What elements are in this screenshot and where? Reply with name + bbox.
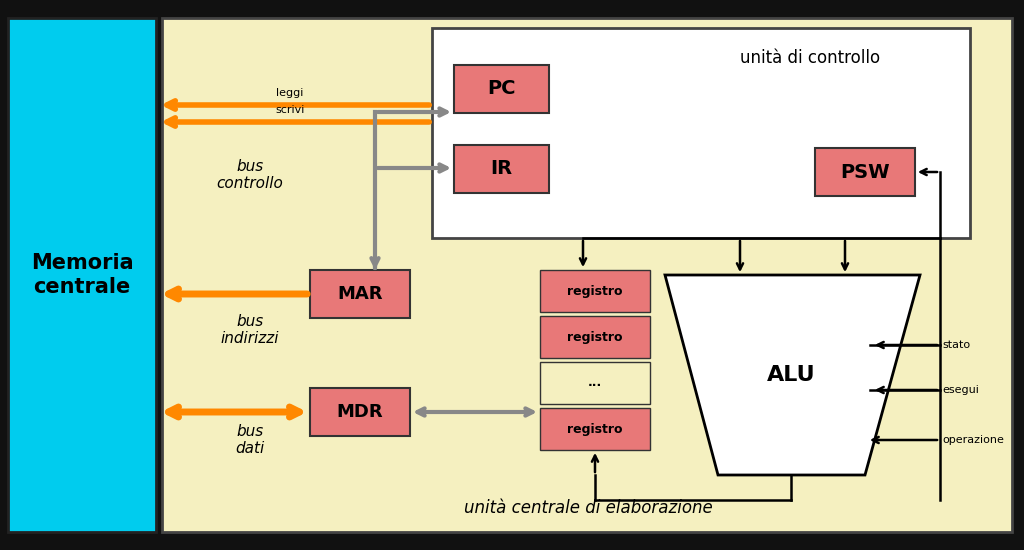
Text: bus
controllo: bus controllo — [216, 159, 284, 191]
Bar — [162, 18, 1012, 532]
Bar — [8, 18, 156, 532]
Bar — [540, 316, 650, 358]
Text: scrivi: scrivi — [275, 105, 305, 115]
Polygon shape — [665, 275, 920, 475]
Text: registro: registro — [567, 331, 623, 344]
Text: stato: stato — [942, 340, 970, 350]
Bar — [310, 270, 410, 318]
Bar — [454, 65, 549, 113]
Text: ...: ... — [588, 377, 602, 389]
Text: operazione: operazione — [942, 435, 1004, 445]
Text: bus
indirizzi: bus indirizzi — [221, 314, 280, 346]
Bar — [540, 270, 650, 312]
Text: ALU: ALU — [767, 365, 815, 385]
Text: MDR: MDR — [337, 403, 383, 421]
Text: registro: registro — [567, 422, 623, 436]
Text: leggi: leggi — [276, 88, 304, 98]
Bar — [540, 408, 650, 450]
Bar — [540, 362, 650, 404]
Bar — [454, 145, 549, 193]
Text: PSW: PSW — [840, 162, 890, 182]
Text: MAR: MAR — [337, 285, 383, 303]
Bar — [432, 28, 970, 238]
Bar — [815, 148, 915, 196]
Text: bus
dati: bus dati — [236, 424, 264, 456]
Text: Memoria
centrale: Memoria centrale — [31, 254, 133, 296]
Bar — [310, 388, 410, 436]
Text: unità di controllo: unità di controllo — [740, 49, 880, 67]
Text: registro: registro — [567, 284, 623, 298]
Text: IR: IR — [490, 160, 513, 179]
Text: PC: PC — [487, 80, 516, 98]
Text: esegui: esegui — [942, 385, 979, 395]
Text: unità centrale di elaborazione: unità centrale di elaborazione — [464, 499, 713, 517]
